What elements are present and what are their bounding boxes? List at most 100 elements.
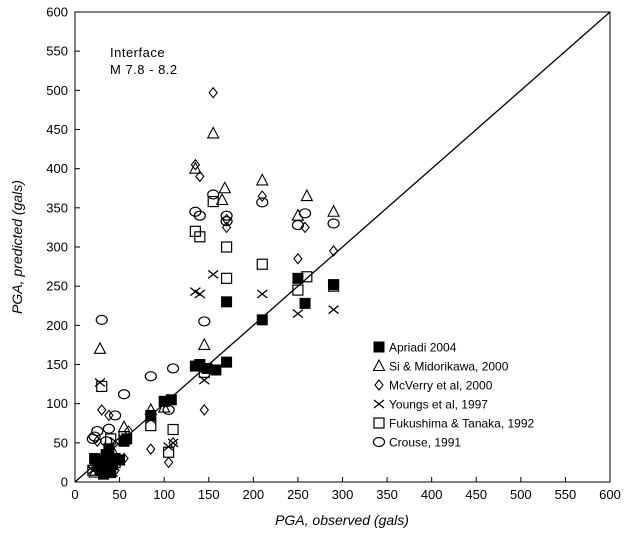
data-point-filled-square [165, 394, 177, 406]
data-point-filled-square [328, 279, 340, 291]
legend-marker-cross [373, 399, 385, 409]
data-point-open-diamond [208, 86, 218, 99]
legend-marker-open-square [373, 417, 385, 429]
y-tick-label: 300 [46, 240, 68, 255]
data-point-filled-square [114, 454, 126, 466]
data-point-filled-square [256, 314, 268, 326]
data-point-open-triangle [215, 192, 229, 206]
y-tick-label: 100 [46, 396, 68, 411]
data-point-filled-square [121, 433, 133, 445]
data-point-open-circle [117, 389, 131, 400]
series-open-circle [86, 189, 340, 468]
data-point-open-circle [298, 208, 312, 219]
data-point-open-triangle [206, 126, 220, 139]
data-point-filled-square [221, 356, 233, 368]
x-tick-label: 200 [242, 487, 264, 502]
data-point-open-diamond [293, 252, 303, 265]
data-point-open-circle [193, 210, 206, 221]
data-point-open-square [207, 195, 219, 208]
x-tick-label: 500 [510, 487, 532, 502]
data-point-cross [207, 269, 219, 279]
series-filled-square [89, 272, 340, 480]
y-tick-label: 150 [46, 357, 68, 372]
legend-label: Si & Midorikawa, 2000 [389, 360, 509, 374]
x-tick-label: 450 [465, 487, 487, 502]
x-tick-label: 150 [198, 487, 220, 502]
y-tick-label: 0 [61, 475, 68, 490]
y-tick-label: 400 [46, 161, 68, 176]
y-tick-label: 200 [46, 318, 68, 333]
data-point-cross [328, 305, 339, 315]
data-point-filled-square [221, 296, 233, 308]
y-tick-label: 450 [46, 122, 68, 137]
data-point-open-triangle [291, 208, 305, 221]
data-point-open-diamond [97, 404, 107, 416]
x-tick-label: 50 [112, 487, 126, 502]
legend-label: Crouse, 1991 [389, 436, 461, 450]
legend-label: Apriadi 2004 [389, 341, 457, 355]
data-point-open-square [220, 272, 233, 284]
data-point-open-triangle [327, 204, 340, 217]
data-point-open-diamond [104, 409, 114, 422]
data-point-open-diamond [199, 404, 209, 416]
data-point-open-triangle [218, 181, 232, 194]
data-point-open-triangle [93, 341, 107, 354]
data-point-open-triangle [197, 337, 211, 350]
data-point-filled-square [299, 297, 311, 309]
legend-label: Youngs et al, 1997 [389, 398, 488, 412]
x-tick-label: 400 [421, 487, 443, 502]
data-point-open-circle [166, 363, 180, 374]
legend-marker-filled-square [373, 341, 385, 353]
legend-label: McVerry et al, 2000 [389, 379, 493, 393]
data-point-open-diamond [221, 213, 232, 226]
legend: Apriadi 2004 Si & Midorikawa, 2000 McVerry… [372, 341, 535, 450]
data-point-open-circle [88, 431, 101, 442]
data-point-open-square [96, 380, 108, 393]
data-point-filled-square [292, 272, 304, 284]
data-point-cross [256, 289, 268, 299]
data-point-open-circle [109, 410, 122, 421]
data-point-filled-square [103, 443, 115, 455]
data-point-open-circle [144, 371, 157, 382]
data-point-open-triangle [300, 188, 314, 202]
data-point-open-circle [91, 425, 104, 437]
data-point-open-circle [256, 197, 269, 208]
data-point-filled-square [210, 364, 222, 376]
data-point-open-circle [102, 423, 115, 434]
y-tick-label: 50 [54, 435, 68, 450]
data-point-open-circle [95, 314, 108, 325]
y-tick-label: 350 [46, 200, 68, 215]
data-point-open-diamond [163, 456, 174, 469]
data-point-open-square [256, 258, 268, 270]
annotation-line-1: Interface [110, 45, 165, 60]
x-tick-label: 0 [71, 487, 78, 502]
data-point-open-square [220, 241, 233, 253]
data-point-open-square [167, 423, 179, 436]
data-point-open-diamond [195, 170, 205, 183]
data-point-open-diamond [300, 221, 310, 234]
x-tick-label: 300 [332, 487, 354, 502]
data-point-open-diamond [92, 435, 102, 448]
x-tick-label: 550 [555, 487, 577, 502]
data-point-open-triangle [255, 173, 269, 186]
x-tick-label: 250 [287, 487, 309, 502]
x-axis-title: PGA, observed (gals) [275, 512, 409, 528]
data-point-open-circle [220, 216, 233, 227]
data-point-open-circle [327, 218, 340, 229]
legend-marker-open-diamond [374, 379, 384, 391]
legend-marker-open-triangle [372, 358, 386, 372]
x-tick-label: 100 [153, 487, 175, 502]
data-point-open-diamond [328, 245, 339, 257]
data-point-open-circle [207, 189, 220, 200]
legend-label: Fukushima & Tanaka, 1992 [389, 417, 535, 431]
data-point-open-square [292, 284, 304, 296]
data-point-open-square [194, 231, 206, 243]
data-point-open-diamond [257, 190, 267, 202]
legend-marker-open-circle [372, 436, 386, 448]
y-tick-label: 550 [46, 44, 68, 59]
data-point-open-diamond [146, 443, 156, 455]
y-axis-title: PGA, predicted (gals) [9, 180, 25, 314]
y-tick-label: 500 [46, 83, 68, 98]
y-tick-label: 250 [46, 279, 68, 294]
data-point-cross [167, 438, 179, 448]
